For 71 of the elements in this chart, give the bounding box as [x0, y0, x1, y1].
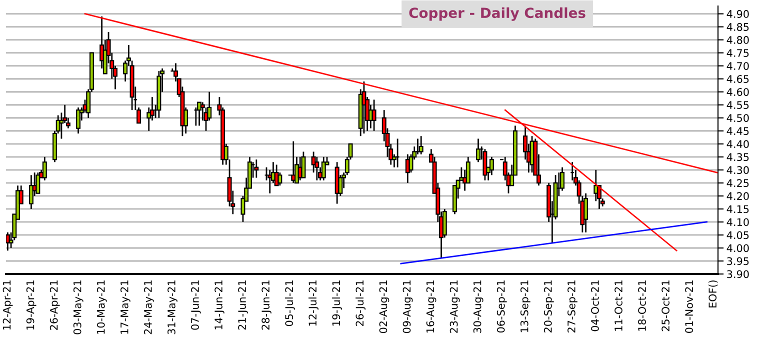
x-tick-label: 16-Aug-21 [426, 280, 436, 333]
x-tick-label: 12-Jul-21 [308, 280, 319, 326]
x-tick-label: 10-May-21 [96, 280, 107, 334]
y-tick-label: 4.15 [726, 205, 749, 214]
y-tick-label: 4.50 [726, 114, 749, 122]
y-tick-label: 4.45 [726, 127, 749, 135]
x-tick-label: 06-Sep-21 [496, 280, 507, 333]
y-tick-label: 4.35 [726, 153, 749, 162]
y-tick-label: 4.60 [726, 88, 749, 96]
x-tick-label: 17-May-21 [120, 280, 130, 334]
x-tick-label: 24-May-21 [144, 280, 154, 334]
y-tick-label: 4.30 [726, 166, 749, 174]
x-tick-label: 04-Oct-21 [591, 280, 599, 332]
x-tick-label: 19-Jul-21 [332, 280, 342, 326]
x-tick-label: 09-Aug-21 [402, 280, 413, 333]
candlestick [36, 172, 40, 194]
x-tick-label: 11-Oct-21 [614, 280, 622, 331]
x-tick-label: 12-Apr-21 [2, 280, 13, 330]
x-tick-label: 01-Nov-21 [685, 280, 694, 333]
candlestick [254, 158, 259, 178]
x-tick-label: 26-Apr-21 [50, 280, 60, 330]
candlestick [268, 169, 272, 194]
x-tick-label: 02-Aug-21 [379, 280, 390, 333]
x-tick-label: 23-Aug-21 [450, 280, 460, 333]
y-tick-label: 4.75 [726, 49, 749, 57]
candlestick [76, 106, 80, 134]
y-tick-label: 4.80 [726, 36, 749, 44]
y-tick-label: 4.10 [726, 218, 749, 226]
candlestick [321, 156, 326, 182]
candlestick [476, 138, 480, 163]
y-tick-label: 3.95 [727, 257, 749, 266]
x-tick-label: 03-May-21 [73, 280, 84, 334]
candlestick [418, 135, 424, 156]
candlestick [6, 232, 10, 252]
y-tick-label: 4.00 [726, 244, 749, 252]
x-tick-label: 26-Jul-21 [356, 280, 366, 326]
x-tick-label: 28-Jun-21 [262, 280, 272, 330]
y-tick-label: 4.85 [726, 23, 749, 31]
x-tick-label: 30-Aug-21 [473, 280, 484, 333]
candlestick [278, 172, 282, 186]
x-tick-label: 07-Jun-21 [191, 280, 201, 330]
y-tick-label: 3.90 [727, 270, 749, 278]
y-tick-label: 4.40 [726, 140, 749, 148]
x-tick-label: 25-Oct-21 [662, 280, 670, 332]
candlestick [362, 80, 366, 134]
y-tick-label: 4.25 [726, 179, 749, 188]
x-tick-label: 31-May-21 [168, 280, 178, 334]
x-tick-label: 18-Oct-21 [638, 280, 646, 331]
x-tick-label: 13-Sep-21 [520, 280, 530, 332]
x-tick-label: 19-Apr-21 [26, 280, 36, 330]
y-tick-label: 4.70 [726, 62, 749, 70]
candlestick [584, 192, 588, 234]
x-tick-label: 21-Jun-21 [238, 280, 248, 330]
candlestick [42, 156, 47, 182]
y-tick-label: 4.90 [726, 10, 749, 18]
x-tick-label: 20-Sep-21 [544, 280, 554, 332]
candlestick [482, 148, 488, 182]
x-tick-label: EOF() [708, 280, 718, 308]
x-tick-label: 27-Sep-21 [567, 280, 578, 332]
x-tick-label: 14-Jun-21 [214, 280, 224, 330]
chart-title: Copper - Daily Candles [409, 7, 586, 21]
candlestick [301, 151, 306, 178]
candlestick [197, 102, 202, 126]
y-tick-label: 4.20 [726, 192, 749, 200]
y-tick-label: 4.65 [726, 75, 749, 83]
y-tick-label: 4.55 [726, 101, 749, 109]
candlestick [28, 174, 34, 210]
candlestick [489, 156, 494, 176]
x-tick-label: 05-Jul-21 [284, 280, 295, 326]
candlestick [372, 98, 376, 132]
y-tick-label: 4.05 [726, 231, 749, 240]
